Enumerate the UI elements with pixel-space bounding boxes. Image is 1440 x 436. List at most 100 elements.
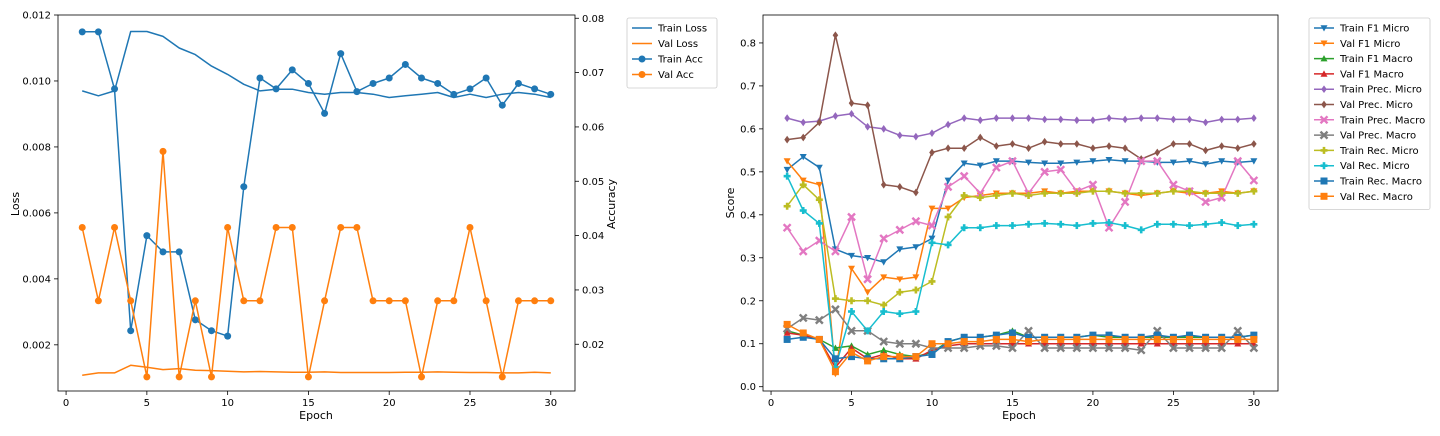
score-point-train-prec-macro [1152, 156, 1162, 166]
loss-point-train-acc [369, 79, 377, 87]
score-legend-label-val-rec-micro: Val Rec. Micro [1340, 161, 1410, 172]
loss-point-train-acc [353, 88, 361, 96]
score-point-train-rec-micro-bar-v [785, 202, 789, 210]
score-xtick-label: 15 [1006, 398, 1019, 409]
score-point-train-prec-micro [1138, 114, 1145, 122]
loss-point-train-acc [111, 85, 119, 93]
loss-series-val-acc [78, 147, 555, 381]
score-point-val-rec-macro [896, 353, 904, 361]
score-point-val-f1-micro [896, 276, 904, 283]
loss-y2tick-label: 0.03 [582, 285, 604, 296]
score-point-train-rec-micro [1008, 189, 1016, 197]
loss-legend-item-train-loss: Train Loss [632, 24, 707, 35]
score-point-train-rec-micro [1057, 189, 1065, 197]
score-point-val-rec-micro [1008, 222, 1016, 230]
score-point-train-prec-macro [911, 216, 921, 226]
score-legend-label-train-f1-micro: Train F1 Micro [1339, 24, 1409, 35]
score-point-train-prec-micro [1251, 114, 1257, 122]
score-point-val-rec-macro [1041, 335, 1049, 343]
score-legend-label-train-prec-micro: Train Prec. Micro [1339, 85, 1422, 96]
score-point-val-prec-macro [1008, 343, 1017, 353]
score-point-val-prec-macro-stroke-b [1249, 343, 1259, 353]
loss-y2tick-label: 0.06 [582, 122, 604, 133]
score-point-train-prec-micro [1090, 116, 1096, 125]
score-point-train-f1-micro [815, 164, 823, 172]
score-point-train-rec-macro [976, 333, 984, 341]
score-legend-marker-val-f1-macro [1320, 70, 1328, 77]
score-point-val-rec-micro [1169, 220, 1177, 228]
loss-point-val-acc [304, 373, 312, 381]
score-point-train-f1-micro [976, 162, 984, 169]
score-point-train-prec-micro [929, 129, 935, 138]
score-point-val-prec-micro [864, 101, 871, 110]
score-point-val-prec-micro [993, 142, 1000, 150]
score-point-train-prec-micro [896, 131, 903, 140]
score-point-train-rec-micro [1202, 189, 1210, 197]
score-legend-marker-val-prec-macro-stroke-b [1319, 130, 1329, 140]
score-point-train-rec-micro [912, 286, 920, 294]
score-legend-label-val-f1-macro: Val F1 Macro [1340, 69, 1404, 80]
score-point-train-rec-micro-bar-v [1027, 191, 1030, 199]
score-point-val-prec-macro-stroke-b [1040, 343, 1049, 353]
score-point-val-rec-micro [1153, 220, 1161, 228]
score-point-train-prec-micro [880, 125, 887, 133]
loss-axes-frame [57, 14, 576, 392]
loss-y2tick-label: 0.04 [582, 231, 604, 242]
score-point-train-rec-micro [1169, 187, 1177, 195]
score-point-val-rec-micro-bar-v [866, 327, 869, 335]
score-point-val-prec-macro-stroke-b [1008, 343, 1017, 353]
score-point-val-rec-macro [848, 348, 856, 356]
score-point-val-prec-macro-stroke-b [1201, 343, 1210, 353]
score-legend-label-train-rec-micro: Train Rec. Micro [1339, 146, 1419, 157]
loss-point-val-acc [143, 373, 151, 381]
score-point-val-prec-macro [1136, 345, 1146, 355]
score-point-train-f1-micro [848, 252, 856, 260]
score-point-train-prec-macro-stroke-b [1152, 156, 1162, 166]
score-legend-marker-val-f1-micro [1320, 40, 1328, 47]
score-point-val-rec-micro-bar-v [1252, 220, 1256, 228]
score-point-train-prec-macro-stroke-b [782, 223, 792, 233]
loss-point-train-acc [191, 316, 199, 324]
score-point-train-rec-micro [1041, 189, 1049, 197]
score-point-val-rec-micro-bar-v [1075, 222, 1079, 230]
score-point-val-rec-macro [976, 338, 984, 346]
score-legend-frame [1308, 17, 1431, 211]
loss-point-val-acc [159, 147, 167, 155]
score-point-train-prec-micro [1041, 115, 1048, 124]
score-point-val-prec-micro [913, 188, 919, 197]
loss-point-train-acc [482, 74, 490, 82]
score-point-val-f1-macro [1137, 340, 1145, 347]
score-point-train-rec-macro [1185, 331, 1193, 339]
score-point-val-rec-micro-bar-v [1139, 226, 1143, 234]
score-point-train-prec-micro [800, 118, 807, 127]
score-point-val-rec-micro-bar-v [946, 241, 950, 249]
score-point-val-prec-micro [1025, 144, 1032, 153]
score-legend-label-val-f1-micro: Val F1 Micro [1340, 39, 1400, 50]
score-point-val-prec-macro-stroke-b [847, 326, 856, 336]
loss-xtick-label: 25 [464, 398, 477, 409]
score-legend-marker-val-rec-micro-bar-v [1322, 162, 1326, 170]
score-point-val-rec-micro-bar-v [785, 172, 789, 180]
score-xtick-label: 30 [1247, 398, 1260, 409]
score-point-train-prec-macro-stroke-b [847, 212, 856, 222]
score-point-train-f1-micro [1169, 159, 1177, 166]
score-point-val-prec-macro-stroke-b [1120, 343, 1130, 353]
score-point-train-rec-micro-bar-v [930, 277, 934, 285]
score-point-train-f1-micro [992, 158, 1000, 165]
score-point-val-rec-macro [1121, 335, 1129, 343]
score-point-train-prec-macro-stroke-b [959, 171, 969, 181]
score-point-train-rec-micro [976, 194, 984, 202]
score-point-train-prec-macro [943, 182, 953, 192]
score-point-val-rec-macro [864, 357, 872, 365]
score-point-train-rec-micro-bar-v [962, 191, 966, 199]
score-point-val-prec-macro [959, 343, 969, 353]
score-point-train-prec-micro [1057, 115, 1064, 124]
score-point-val-prec-macro-stroke-b [1056, 343, 1066, 353]
score-point-train-rec-micro [1073, 189, 1081, 197]
score-point-train-f1-micro [799, 154, 807, 161]
score-point-val-f1-micro [944, 205, 952, 212]
score-point-train-prec-macro-stroke-b [943, 182, 953, 192]
score-point-val-rec-micro [848, 308, 856, 316]
loss-point-val-acc [94, 297, 102, 305]
score-series-val-rec-micro [783, 172, 1258, 371]
